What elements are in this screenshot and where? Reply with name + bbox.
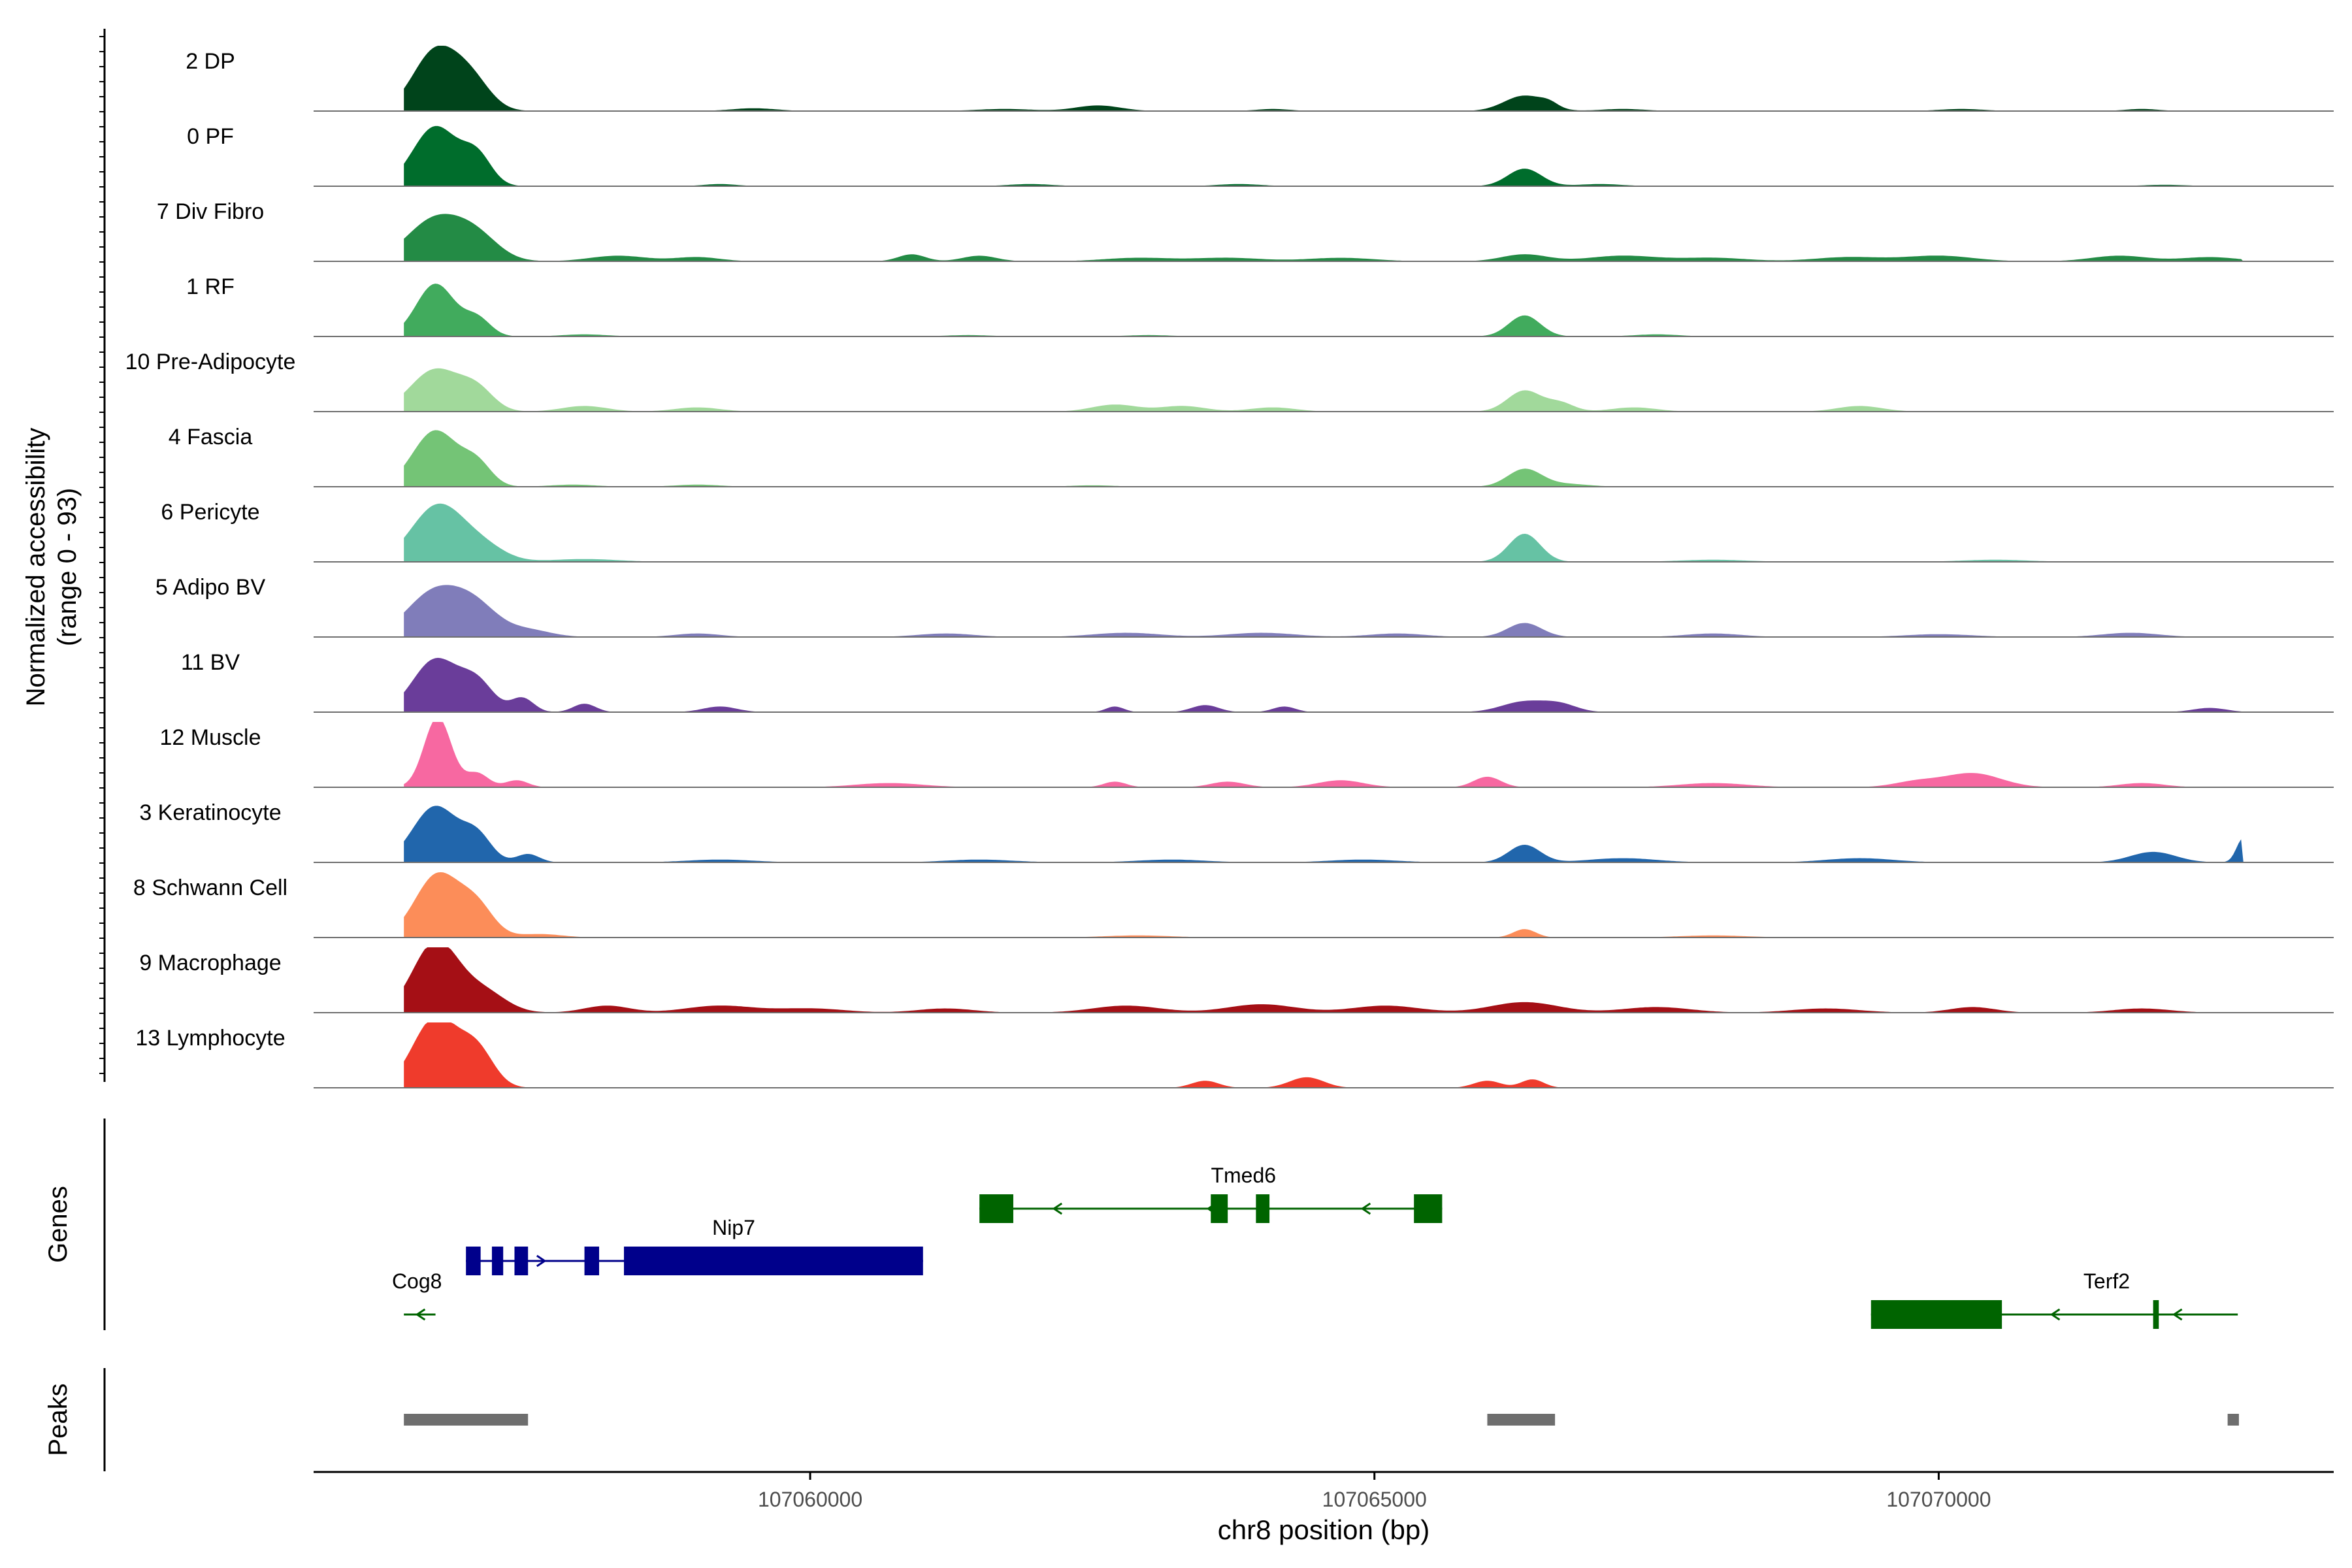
peak-panel-label: Peaks [44, 1383, 73, 1456]
peak-region [2227, 1414, 2239, 1426]
coverage-area [404, 284, 2244, 336]
coverage-area [404, 125, 2244, 186]
track-10-pre-adipocyte: 10 Pre-Adipocyte [125, 350, 2334, 412]
track-label: 10 Pre-Adipocyte [125, 350, 296, 374]
track-12-muscle: 12 Muscle [160, 722, 2334, 788]
strand-arrow [536, 1254, 547, 1267]
gene-tmed6: Tmed6 [979, 1164, 1443, 1223]
gene-panel-label: Genes [44, 1186, 73, 1263]
x-tick-label: 107065000 [1322, 1488, 1427, 1511]
exon-box [1256, 1194, 1270, 1223]
y-axis-label-line1: Normalized accessibility [22, 428, 50, 707]
track-label: 9 Macrophage [139, 951, 281, 975]
track-label: 0 PF [187, 124, 234, 149]
accessibility-tracks: 2 DP 0 PF 7 Div Fibro 1 RF 10 Pre-Adipocyte 4… [125, 46, 2334, 1088]
coverage-area [404, 657, 2244, 712]
exon-box [584, 1247, 600, 1275]
track-label: 6 Pericyte [161, 500, 259, 525]
track-7-div-fibro: 7 Div Fibro [157, 199, 2334, 262]
exon-box [1414, 1194, 1443, 1223]
coverage-area [404, 947, 2244, 1013]
track-label: 7 Div Fibro [157, 199, 264, 224]
strand-arrow [1360, 1202, 1371, 1215]
coverage-area [404, 503, 2244, 562]
track-8-schwann-cell: 8 Schwann Cell [133, 872, 2334, 938]
track-label: 3 Keratinocyte [139, 800, 281, 825]
coverage-area [404, 872, 2244, 938]
coverage-area [404, 214, 2244, 261]
track-label: 4 Fascia [169, 425, 253, 449]
track-3-keratinocyte: 3 Keratinocyte [139, 800, 2334, 863]
gene-label: Cog8 [392, 1269, 442, 1293]
track-6-pericyte: 6 Pericyte [161, 500, 2334, 563]
x-tick-label: 107070000 [1886, 1488, 1991, 1511]
x-axis: chr8 position (bp) 107060000 107065000 107… [314, 1471, 2334, 1545]
gene-label: Tmed6 [1211, 1164, 1276, 1187]
strand-arrow [415, 1308, 426, 1321]
peak-region [404, 1414, 529, 1426]
track-2-dp: 2 DP [186, 46, 2334, 112]
y-axis-title: Normalized accessibility (range 0 - 93) [22, 428, 82, 707]
exon-box [1870, 1300, 2002, 1329]
track-label: 5 Adipo BV [155, 575, 266, 600]
track-11-bv: 11 BV [181, 650, 2334, 713]
coverage-area [404, 722, 2244, 787]
gene-nip7: Nip7 [466, 1216, 923, 1275]
track-0-pf: 0 PF [187, 124, 2334, 187]
track-label: 8 Schwann Cell [133, 875, 287, 900]
track-9-macrophage: 9 Macrophage [139, 947, 2334, 1013]
exon-box [1211, 1194, 1228, 1223]
strand-arrow [2172, 1308, 2183, 1321]
gene-label: Terf2 [2083, 1269, 2130, 1293]
track-label: 2 DP [186, 49, 235, 74]
x-tick-label: 107060000 [758, 1488, 862, 1511]
strand-arrow [2050, 1308, 2061, 1321]
track-label: 13 Lymphocyte [135, 1026, 285, 1051]
gene-panel: Genes Cog8 Nip7 Tmed6 Terf2 [44, 1119, 2238, 1330]
exon-box [466, 1247, 481, 1275]
strand-arrow [1052, 1202, 1063, 1215]
track-label: 1 RF [186, 274, 235, 299]
exon-box [2153, 1300, 2159, 1329]
exon-box [491, 1247, 504, 1275]
exon-box [514, 1247, 529, 1275]
x-axis-title: chr8 position (bp) [1218, 1514, 1430, 1545]
track-13-lymphocyte: 13 Lymphocyte [135, 1022, 2334, 1088]
gene-terf2: Terf2 [1870, 1269, 2238, 1329]
coverage-area [404, 1022, 2244, 1088]
gene-label: Nip7 [712, 1216, 755, 1239]
peak-panel: Peaks [44, 1368, 2239, 1471]
peak-region [1487, 1414, 1556, 1426]
exon-box [624, 1247, 923, 1275]
coverage-y-axis [99, 29, 106, 1082]
track-4-fascia: 4 Fascia [169, 425, 2334, 487]
coverage-area [404, 368, 2244, 412]
coverage-area [404, 806, 2244, 862]
y-axis-label-line2: (range 0 - 93) [53, 488, 82, 646]
track-label: 12 Muscle [160, 725, 261, 750]
exon-box [979, 1194, 1013, 1223]
track-label: 11 BV [181, 650, 240, 675]
gene-cog8: Cog8 [392, 1269, 442, 1321]
coverage-area [404, 585, 2244, 637]
track-1-rf: 1 RF [186, 274, 2334, 337]
coverage-area [404, 46, 2244, 111]
coverage-area [404, 430, 2244, 487]
track-5-adipo-bv: 5 Adipo BV [155, 575, 2334, 638]
